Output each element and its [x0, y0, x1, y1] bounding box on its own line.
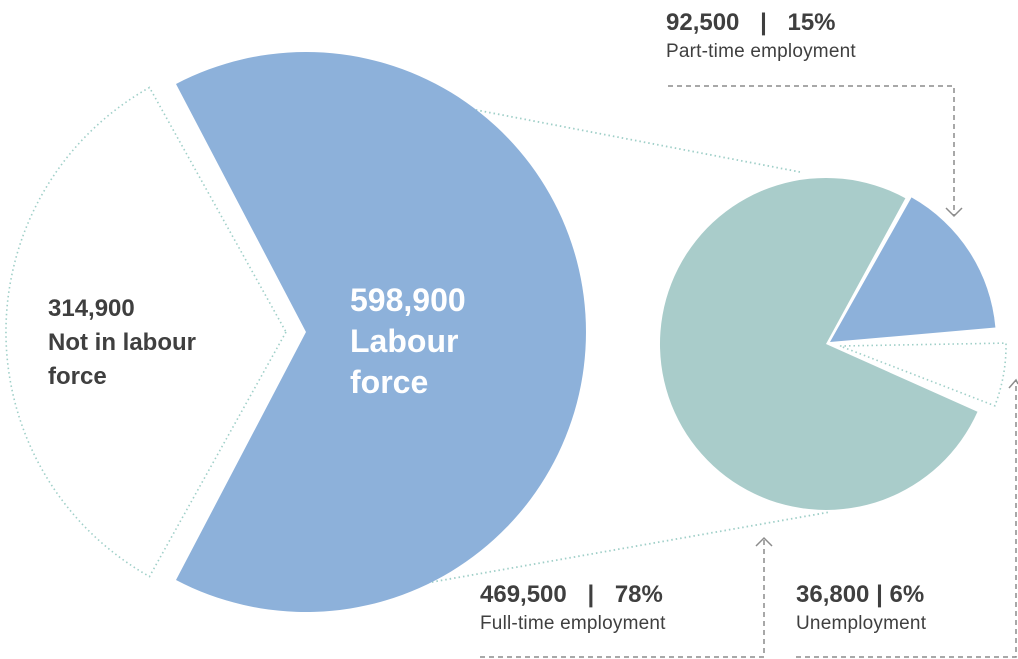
unemployment-pointer — [796, 380, 1017, 658]
slice-full-time — [659, 177, 978, 510]
unemployment-value: 36,800 — [796, 581, 870, 608]
slice-unemployment — [839, 342, 1007, 407]
connector-top — [329, 81, 801, 173]
unemployment-name: Unemployment — [796, 613, 927, 634]
full-time-arrowhead — [755, 536, 773, 547]
not-in-labour-force-name-line1: Not in labour — [48, 329, 196, 356]
connector-bottom — [329, 511, 831, 601]
part-time-label: 92,500 | 15% Part-time employment — [666, 9, 856, 62]
full-time-percent: 78% — [614, 581, 663, 608]
part-time-pointer — [668, 85, 955, 216]
labour-force-name-line2: force — [350, 364, 429, 400]
labour-force-name-line1: Labour — [350, 323, 459, 359]
unemployment-label: 36,800 | 6% Unemployment — [796, 581, 927, 634]
not-in-labour-force-value: 314,900 — [48, 295, 135, 322]
part-time-arrowhead — [945, 207, 963, 218]
full-time-value: 469,500 — [480, 581, 567, 608]
full-time-name: Full-time employment — [480, 613, 666, 634]
not-in-labour-force-name-line2: force — [48, 363, 107, 390]
slice-labour-force — [176, 52, 586, 613]
part-time-name: Part-time employment — [666, 41, 856, 62]
slice-part-time — [830, 197, 996, 342]
full-time-label: 469,500 | 78% Full-time employment — [480, 581, 666, 634]
labour-force-label: 598,900 Labour force — [350, 280, 466, 403]
not-in-labour-force-label: 314,900 Not in labour force — [48, 292, 196, 394]
unemployment-percent: 6% — [889, 581, 925, 608]
part-time-value: 92,500 — [666, 9, 740, 36]
labour-force-value: 598,900 — [350, 282, 466, 318]
slice-not-in-labour-force — [5, 86, 287, 578]
full-time-pointer — [480, 538, 765, 658]
part-time-percent: 15% — [787, 9, 836, 36]
unemployment-arrowhead — [1008, 378, 1018, 389]
